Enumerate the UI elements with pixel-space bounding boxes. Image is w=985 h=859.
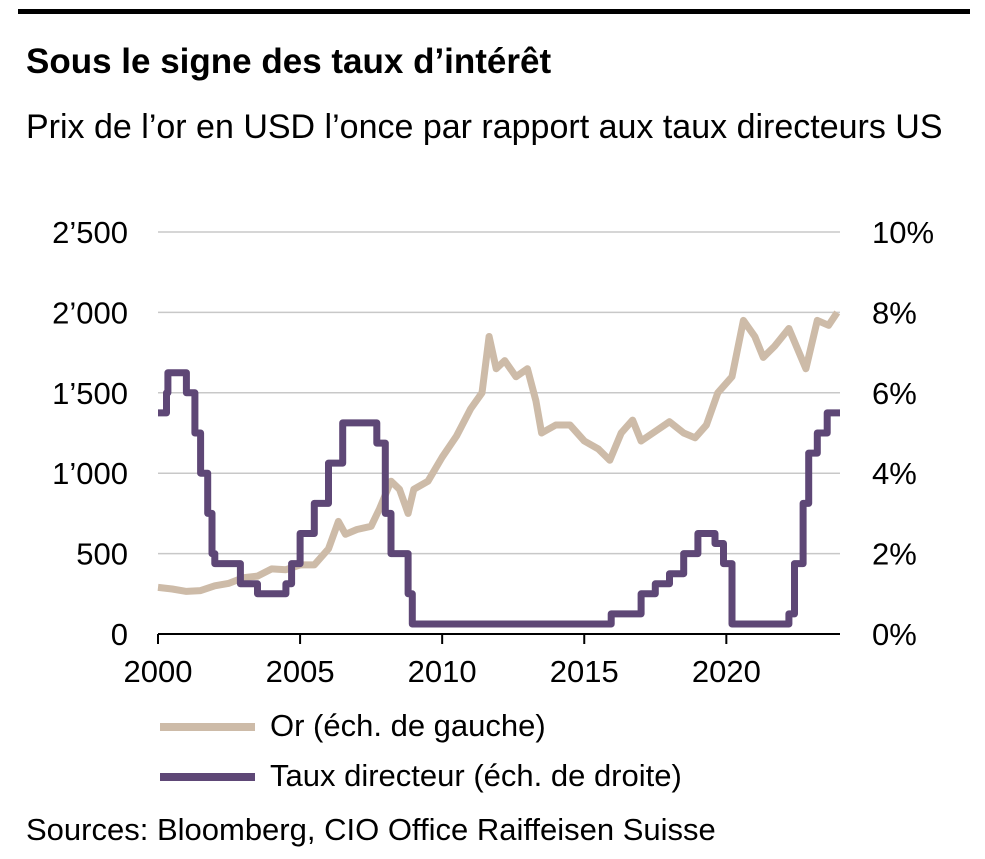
y-left-tick-label: 2’500: [52, 215, 128, 250]
y-left-tick-label: 1’500: [52, 376, 128, 411]
x-tick-label: 2000: [124, 654, 193, 689]
legend-label-gold: Or (éch. de gauche): [270, 708, 546, 743]
series-line-rate: [158, 369, 840, 628]
x-tick-label: 2005: [266, 654, 335, 689]
y-right-tick-label: 4%: [872, 456, 917, 491]
y-right-tick-label: 8%: [872, 295, 917, 330]
y-left-tick-label: 2’000: [52, 295, 128, 330]
top-rule: [18, 9, 970, 14]
y-left-tick-label: 1’000: [52, 456, 128, 491]
y-right-tick-label: 6%: [872, 376, 917, 411]
x-tick-label: 2015: [550, 654, 619, 689]
y-right-tick-label: 2%: [872, 537, 917, 572]
chart-subtitle: Prix de l’or en USD l’once par rapport a…: [26, 108, 943, 146]
legend-label-rate: Taux directeur (éch. de droite): [270, 758, 682, 793]
source-note: Sources: Bloomberg, CIO Office Raiffeise…: [26, 812, 716, 847]
chart-title: Sous le signe des taux d’intérêt: [26, 42, 552, 81]
x-tick-label: 2010: [408, 654, 477, 689]
series-line-gold: [157, 310, 841, 595]
legend-swatch-rate: [160, 773, 255, 781]
y-left-tick-label: 0: [111, 617, 128, 652]
y-right-tick-label: 10%: [872, 215, 934, 250]
x-tick-label: 2020: [692, 654, 761, 689]
y-left-tick-label: 500: [76, 537, 128, 572]
legend-swatch-gold: [160, 723, 255, 731]
y-right-tick-label: 0%: [872, 617, 917, 652]
